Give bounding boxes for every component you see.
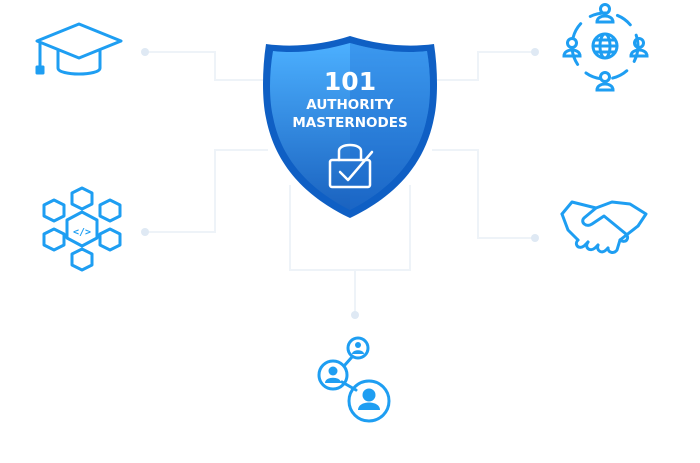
blockchain-code-icon: </> [42,186,122,272]
connector-dots [141,48,539,319]
lock-check-icon [328,143,374,189]
connector-network [432,51,535,81]
connector-handshake [432,149,535,239]
graduation-cap-icon [35,22,123,76]
shield-title-line2: MASTERNODES [292,115,407,131]
shield-title-line1: AUTHORITY [306,97,394,113]
connector-cap [145,51,268,81]
shield-badge: 101 AUTHORITY MASTERNODES [263,36,437,218]
shield-face [270,43,430,210]
handshake-icon [560,200,648,254]
network-people-icon [562,3,649,92]
user-network-icon [317,336,391,423]
connector-lines [145,51,535,315]
connector-users-right [355,185,411,271]
connector-blockchain [145,149,268,233]
connector-users [289,185,356,315]
svg-text:</>: </> [73,227,91,238]
shield-number: 101 [324,67,376,96]
